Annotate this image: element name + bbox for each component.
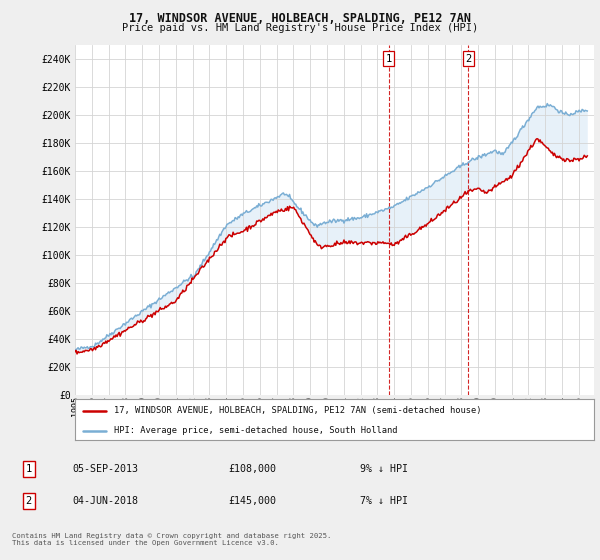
Text: £145,000: £145,000 <box>228 496 276 506</box>
Text: 1: 1 <box>26 464 32 474</box>
Text: 17, WINDSOR AVENUE, HOLBEACH, SPALDING, PE12 7AN: 17, WINDSOR AVENUE, HOLBEACH, SPALDING, … <box>129 12 471 25</box>
Text: 1: 1 <box>385 54 392 64</box>
Text: 05-SEP-2013: 05-SEP-2013 <box>72 464 138 474</box>
Text: 04-JUN-2018: 04-JUN-2018 <box>72 496 138 506</box>
Text: Price paid vs. HM Land Registry's House Price Index (HPI): Price paid vs. HM Land Registry's House … <box>122 23 478 33</box>
Text: 9% ↓ HPI: 9% ↓ HPI <box>360 464 408 474</box>
Text: 2: 2 <box>465 54 472 64</box>
Text: Contains HM Land Registry data © Crown copyright and database right 2025.
This d: Contains HM Land Registry data © Crown c… <box>12 533 331 546</box>
Text: HPI: Average price, semi-detached house, South Holland: HPI: Average price, semi-detached house,… <box>114 426 397 435</box>
Text: £108,000: £108,000 <box>228 464 276 474</box>
Text: 17, WINDSOR AVENUE, HOLBEACH, SPALDING, PE12 7AN (semi-detached house): 17, WINDSOR AVENUE, HOLBEACH, SPALDING, … <box>114 406 481 415</box>
Text: 2: 2 <box>26 496 32 506</box>
Text: 7% ↓ HPI: 7% ↓ HPI <box>360 496 408 506</box>
